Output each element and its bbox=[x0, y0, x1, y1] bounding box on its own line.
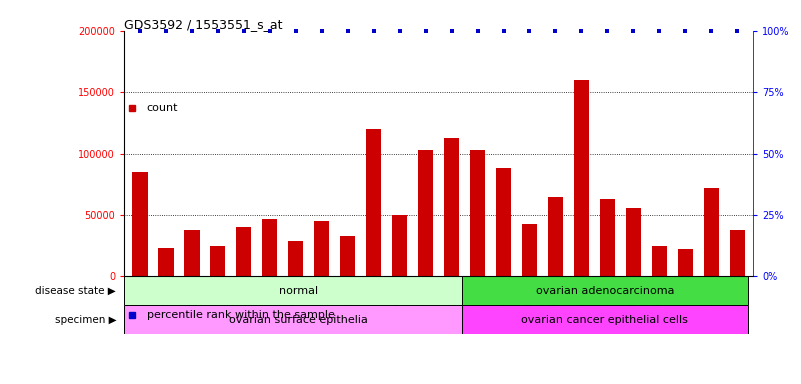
Bar bbox=[392, 215, 408, 276]
Bar bbox=[184, 230, 199, 276]
Bar bbox=[574, 80, 590, 276]
Bar bbox=[462, 305, 748, 334]
Text: disease state ▶: disease state ▶ bbox=[35, 286, 116, 296]
Bar bbox=[730, 230, 745, 276]
Bar bbox=[235, 227, 252, 276]
Bar bbox=[366, 129, 381, 276]
Bar bbox=[124, 276, 462, 305]
Bar bbox=[678, 250, 693, 276]
Bar bbox=[548, 197, 563, 276]
Text: count: count bbox=[147, 103, 178, 113]
Text: normal: normal bbox=[279, 286, 318, 296]
Bar bbox=[600, 199, 615, 276]
Bar bbox=[462, 276, 748, 305]
Text: ovarian adenocarcinoma: ovarian adenocarcinoma bbox=[536, 286, 674, 296]
Bar bbox=[132, 172, 147, 276]
Bar bbox=[521, 223, 537, 276]
Bar bbox=[262, 219, 277, 276]
Text: specimen ▶: specimen ▶ bbox=[54, 314, 116, 325]
Text: ovarian cancer epithelial cells: ovarian cancer epithelial cells bbox=[521, 314, 688, 325]
Text: GDS3592 / 1553551_s_at: GDS3592 / 1553551_s_at bbox=[124, 18, 283, 31]
Bar bbox=[444, 137, 459, 276]
Bar bbox=[124, 305, 462, 334]
Bar bbox=[626, 208, 642, 276]
Bar bbox=[469, 150, 485, 276]
Bar bbox=[496, 168, 511, 276]
Bar bbox=[340, 236, 356, 276]
Text: percentile rank within the sample: percentile rank within the sample bbox=[147, 310, 335, 320]
Bar bbox=[314, 221, 329, 276]
Bar bbox=[703, 188, 719, 276]
Bar bbox=[158, 248, 174, 276]
Bar bbox=[418, 150, 433, 276]
Text: ovarian surface epithelia: ovarian surface epithelia bbox=[229, 314, 368, 325]
Bar bbox=[288, 241, 304, 276]
Bar bbox=[210, 246, 226, 276]
Bar bbox=[651, 246, 667, 276]
